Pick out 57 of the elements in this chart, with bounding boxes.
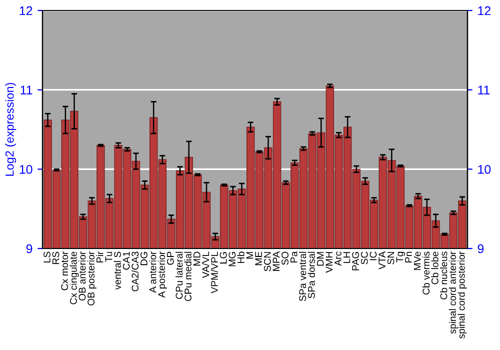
x-tick-label: LH <box>343 252 350 263</box>
x-tick-label: LS <box>44 252 50 262</box>
x-tick-label: ME <box>255 252 262 266</box>
x-tick-label: Arc <box>334 252 342 266</box>
x-tick-label: Hb <box>237 252 244 263</box>
x-tick-label: VMH <box>326 252 332 273</box>
x-tick-label: Tg <box>396 252 406 262</box>
x-tick-label: A anterior <box>149 251 156 293</box>
x-tick-label: MG <box>228 252 236 266</box>
x-tick-label: VTA <box>378 251 386 270</box>
x-tick-label: SPa dorsal <box>308 252 315 298</box>
x-tick-label: A posterior <box>158 251 167 298</box>
y-tick-label: 10 <box>20 164 32 174</box>
x-tick-label: MPA <box>272 251 280 271</box>
x-tick-label: CA1 <box>122 252 130 270</box>
x-tick-label: OB posterior <box>87 251 96 306</box>
x-tick-label: SPa ventral <box>298 252 306 302</box>
x-tick-label: Pn <box>405 252 412 262</box>
x-tick-label: Cb lobe <box>431 252 438 284</box>
y2-tick-label: 12 <box>478 6 490 16</box>
x-tick-label: CPu lateral <box>176 252 183 299</box>
x-tick-label: SN <box>387 252 394 264</box>
x-tick-label: Cx cingulate <box>70 252 79 304</box>
x-tick-label: Pa <box>290 251 298 262</box>
y2-tick-label: 11 <box>478 86 490 94</box>
x-tick-label: VA/VL <box>202 252 210 278</box>
x-tick-label: LG <box>220 252 227 264</box>
x-tick-label: spinal cord posterior <box>458 251 467 339</box>
x-tick-label: OB anterior <box>78 251 86 301</box>
x-tick-label: SCN <box>264 252 271 272</box>
x-tick-label: Tu <box>105 252 112 262</box>
x-tick-label: Cx motor <box>61 251 68 290</box>
y2-tick-label: 10 <box>478 164 491 174</box>
y-tick-label: 11 <box>20 86 32 94</box>
y-axis-title: Log2 (expression) <box>5 82 16 176</box>
x-tick-label: Cb nucleus <box>440 252 448 300</box>
x-tick-label: IC <box>370 252 377 260</box>
x-tick-label: M <box>246 252 254 259</box>
x-tick-label: SC <box>360 252 368 264</box>
x-tick-label: VPM/VPL <box>210 252 218 294</box>
x-tick-label: MVe <box>414 252 421 270</box>
x-tick-label: SO <box>282 252 288 265</box>
y-tick-label: 9 <box>26 244 32 254</box>
x-tick-label: Pir <box>96 251 104 262</box>
x-tick-label: spinal cord anterior <box>448 251 458 334</box>
x-tick-label: CPu medial <box>184 252 192 302</box>
x-tick-label: CA2/CA3 <box>131 252 139 292</box>
y2-tick-label: 9 <box>478 244 484 254</box>
x-tick-label: DG <box>140 252 148 266</box>
x-tick-label: Cb vermis <box>422 252 430 295</box>
x-tick-label: DM <box>316 252 324 266</box>
x-tick-label: ventral S <box>114 252 121 290</box>
y-tick-label: 12 <box>20 6 32 16</box>
x-tick-label: GP <box>166 252 174 265</box>
x-tick-label: PAG <box>352 252 360 270</box>
x-tick-label: MD <box>194 252 200 266</box>
x-tick-label: RS <box>52 252 60 264</box>
